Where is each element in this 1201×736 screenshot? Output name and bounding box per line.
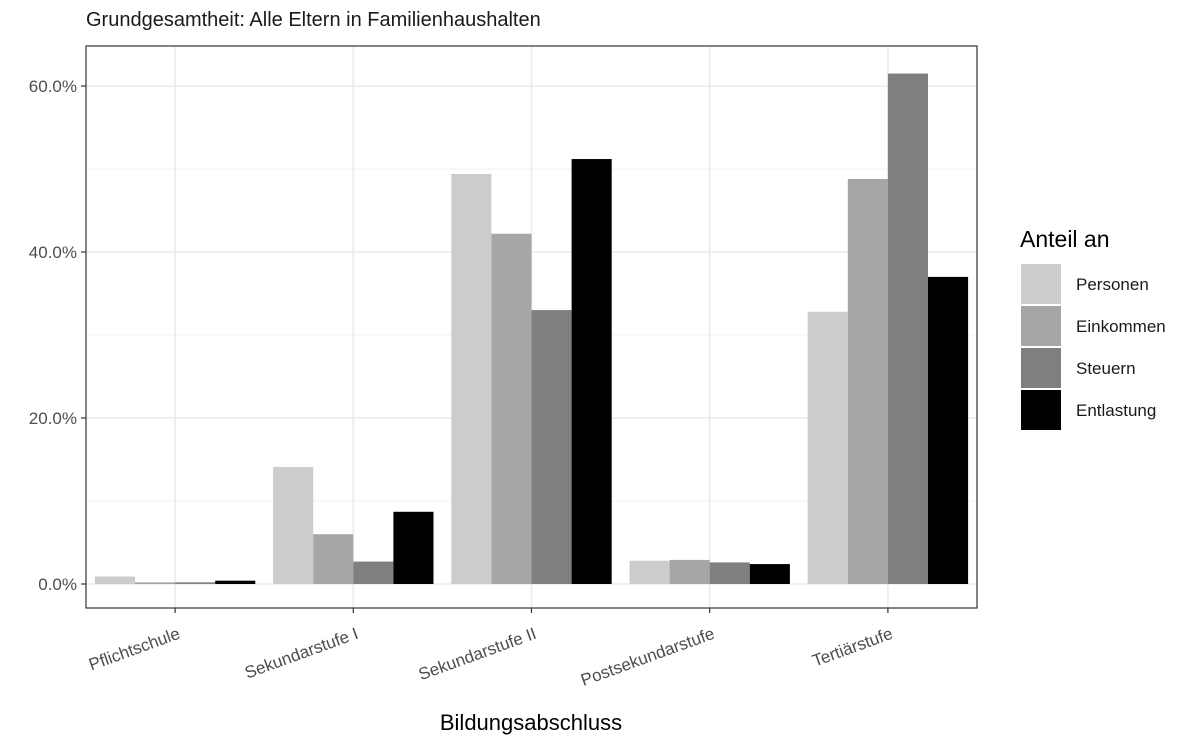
x-tick-label: Postsekundarstufe [578,624,717,690]
y-tick-label: 60.0% [29,77,77,96]
bar-entlastung-1 [393,511,434,584]
bar-entlastung-2 [571,159,612,585]
bar-personen-3 [629,560,670,584]
x-tick-label: Tertiärstufe [810,624,896,671]
x-tick-label: Pflichtschule [86,624,182,674]
bar-personen-0 [94,576,136,584]
bar-entlastung-4 [927,276,969,584]
legend-key-einkommen [1021,306,1061,346]
bar-einkommen-1 [313,534,354,584]
chart-subtitle: Grundgesamtheit: Alle Eltern in Familien… [86,9,541,31]
legend-label: Steuern [1076,359,1136,378]
bars [94,73,969,585]
bar-personen-4 [807,311,848,584]
legend-label: Personen [1076,275,1149,294]
bar-steuern-3 [709,562,750,584]
legend-key-steuern [1021,348,1061,388]
bar-personen-1 [273,466,314,584]
bar-steuern-1 [353,561,394,584]
bar-einkommen-4 [847,178,888,584]
x-tick-label: Sekundarstufe II [416,624,539,684]
legend-key-personen [1021,264,1061,304]
bar-personen-2 [451,173,492,585]
bar-steuern-2 [531,310,572,584]
x-axis-title: Bildungsabschluss [440,710,622,735]
legend-label: Entlastung [1076,401,1156,420]
x-tick-label: Sekundarstufe I [242,624,360,683]
bar-einkommen-0 [135,582,176,584]
legend-title: Anteil an [1020,226,1110,252]
bar-einkommen-2 [491,233,532,585]
bar-entlastung-3 [749,564,790,584]
y-tick-label: 20.0% [29,409,77,428]
legend-label: Einkommen [1076,317,1166,336]
legend-key-entlastung [1021,390,1061,430]
bar-einkommen-3 [669,559,710,584]
bar-entlastung-0 [215,580,256,584]
y-tick-label: 0.0% [38,575,77,594]
bar-steuern-4 [887,73,928,585]
bar-steuern-0 [175,582,216,584]
y-tick-label: 40.0% [29,243,77,262]
legend: Anteil an Personen Einkommen Steuern Entlas… [1020,226,1166,430]
